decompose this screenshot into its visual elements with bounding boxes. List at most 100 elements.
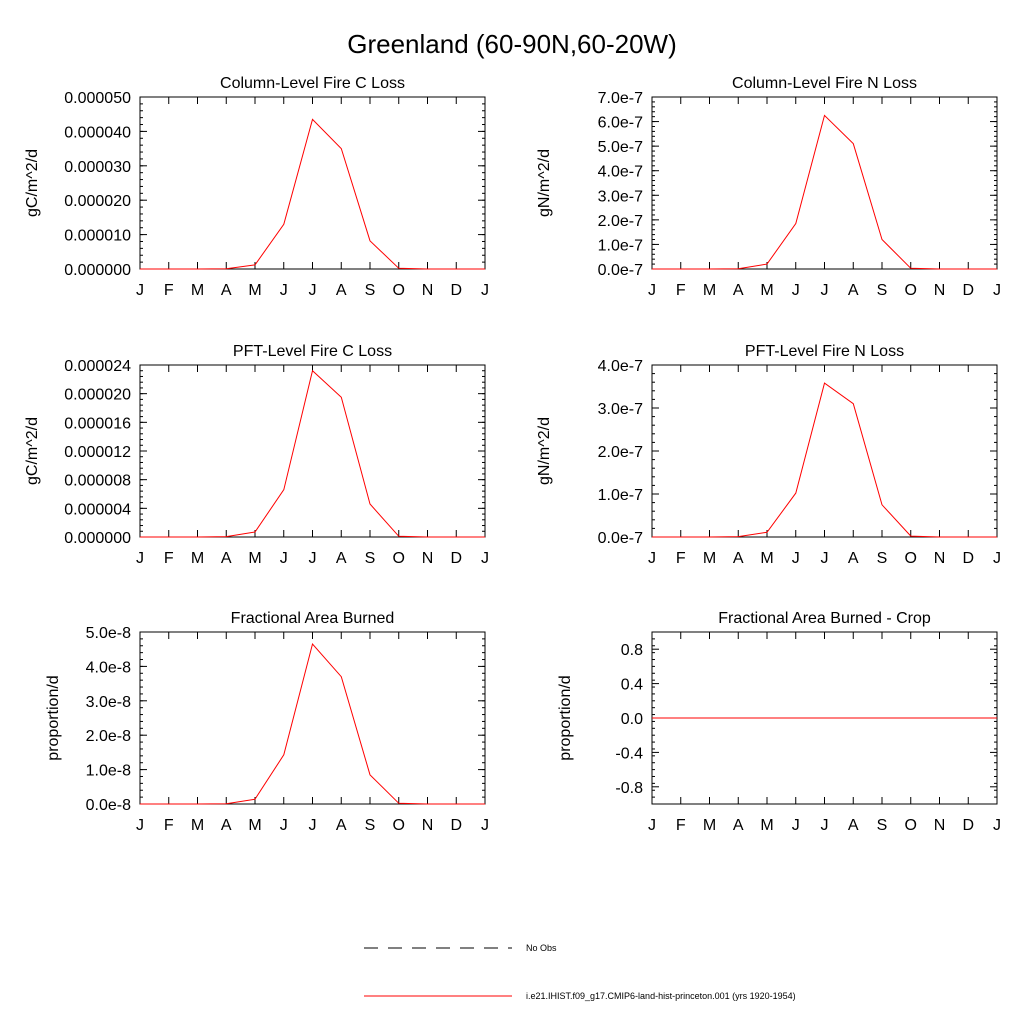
y-tick-label: 0.0e-8 xyxy=(86,797,131,814)
y-tick-label: 7.0e-7 xyxy=(598,90,643,107)
y-tick-label: 3.0e-8 xyxy=(86,694,131,711)
y-axis-label: gC/m^2/d xyxy=(24,149,41,217)
series-line xyxy=(140,369,485,538)
y-tick-label: 0.000004 xyxy=(64,501,131,518)
x-tick-label: A xyxy=(221,282,232,299)
y-tick-label: 0.000008 xyxy=(64,473,131,490)
x-tick-label: M xyxy=(248,817,261,834)
panel-title: Fractional Area Burned xyxy=(231,610,395,627)
x-tick-label: A xyxy=(733,282,744,299)
y-tick-label: 4.0e-8 xyxy=(86,659,131,676)
y-tick-label: 0.000024 xyxy=(64,358,131,375)
x-tick-label: N xyxy=(934,282,946,299)
y-tick-label: 0.000000 xyxy=(64,262,131,279)
x-tick-label: S xyxy=(877,282,888,299)
plot-frame xyxy=(139,364,486,538)
panel-title: Fractional Area Burned - Crop xyxy=(718,610,931,627)
y-tick-label: 1.0e-7 xyxy=(598,487,643,504)
x-tick-label: J xyxy=(309,550,317,567)
x-tick-label: F xyxy=(676,550,686,567)
x-tick-label: J xyxy=(309,817,317,834)
y-tick-label: 0.000020 xyxy=(64,193,131,210)
y-tick-label: 5.0e-8 xyxy=(86,625,131,642)
x-tick-label: J xyxy=(481,550,489,567)
x-tick-label: M xyxy=(760,550,773,567)
y-tick-label: 2.0e-7 xyxy=(598,444,643,461)
y-tick-label: -0.4 xyxy=(615,745,643,762)
x-tick-label: F xyxy=(164,282,174,299)
x-tick-label: O xyxy=(393,817,405,834)
y-tick-label: 0.000010 xyxy=(64,228,131,245)
series-line xyxy=(652,382,997,538)
y-axis-label: proportion/d xyxy=(45,675,62,760)
plot-frame xyxy=(651,364,998,538)
series-line xyxy=(652,114,997,270)
x-tick-label: F xyxy=(676,282,686,299)
x-tick-label: D xyxy=(450,817,462,834)
y-axis-label: gN/m^2/d xyxy=(536,149,553,217)
x-tick-label: S xyxy=(877,817,888,834)
legend-obs-label: No Obs xyxy=(526,943,557,953)
plot-frame xyxy=(139,96,486,270)
x-tick-label: J xyxy=(481,282,489,299)
y-tick-label: 0.000016 xyxy=(64,415,131,432)
x-tick-label: N xyxy=(422,817,434,834)
x-tick-label: A xyxy=(221,817,232,834)
y-tick-label: 3.0e-7 xyxy=(598,401,643,418)
x-tick-label: D xyxy=(450,550,462,567)
panel-title: PFT-Level Fire N Loss xyxy=(745,343,904,360)
y-tick-label: 0.000050 xyxy=(64,90,131,107)
x-tick-label: O xyxy=(905,282,917,299)
x-tick-label: S xyxy=(365,550,376,567)
x-tick-label: J xyxy=(136,817,144,834)
x-tick-label: S xyxy=(365,282,376,299)
x-tick-label: A xyxy=(336,282,347,299)
panel-title: Column-Level Fire N Loss xyxy=(732,75,917,92)
legend: No Obs i.e21.IHIST.f09_g17.CMIP6-land-hi… xyxy=(364,943,796,1001)
x-tick-label: M xyxy=(248,550,261,567)
y-tick-label: 0.000030 xyxy=(64,159,131,176)
x-tick-label: J xyxy=(821,282,829,299)
x-tick-label: J xyxy=(136,282,144,299)
x-tick-label: A xyxy=(848,817,859,834)
x-tick-label: J xyxy=(280,282,288,299)
x-tick-label: J xyxy=(648,282,656,299)
x-tick-label: J xyxy=(136,550,144,567)
y-tick-label: 1.0e-7 xyxy=(598,237,643,254)
panel-title: Column-Level Fire C Loss xyxy=(220,75,405,92)
x-tick-label: A xyxy=(733,550,744,567)
y-tick-label: 6.0e-7 xyxy=(598,115,643,132)
x-tick-label: M xyxy=(703,282,716,299)
y-tick-label: 0.000012 xyxy=(64,444,131,461)
y-tick-label: 0.000040 xyxy=(64,124,131,141)
x-tick-label: J xyxy=(821,550,829,567)
x-tick-label: J xyxy=(648,817,656,834)
figure-title: Greenland (60-90N,60-20W) xyxy=(347,29,677,59)
x-tick-label: J xyxy=(792,550,800,567)
y-axis-label: gC/m^2/d xyxy=(24,417,41,485)
y-axis-label: gN/m^2/d xyxy=(536,417,553,485)
x-tick-label: J xyxy=(792,282,800,299)
y-tick-label: 0.0 xyxy=(621,711,643,728)
x-tick-label: J xyxy=(648,550,656,567)
y-axis-label: proportion/d xyxy=(557,675,574,760)
x-tick-label: A xyxy=(336,817,347,834)
y-tick-label: 2.0e-8 xyxy=(86,728,131,745)
y-tick-label: 4.0e-7 xyxy=(598,164,643,181)
x-tick-label: A xyxy=(848,282,859,299)
x-tick-label: D xyxy=(962,282,974,299)
y-tick-label: 0.0e-7 xyxy=(598,262,643,279)
y-tick-label: -0.8 xyxy=(615,780,643,797)
x-tick-label: M xyxy=(191,282,204,299)
y-tick-label: 5.0e-7 xyxy=(598,139,643,156)
x-tick-label: F xyxy=(164,817,174,834)
x-tick-label: J xyxy=(993,282,1001,299)
